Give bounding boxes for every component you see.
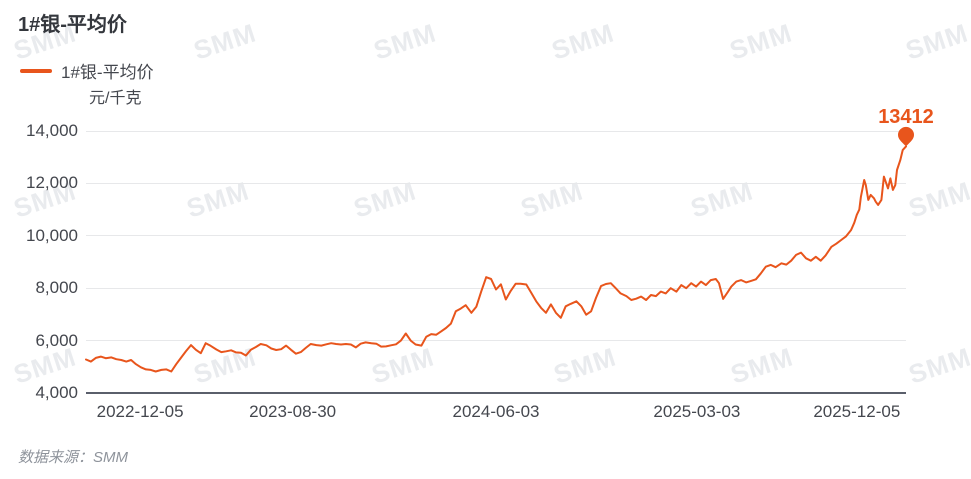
y-axis-label: 12,000 xyxy=(26,173,78,193)
y-axis-label: 4,000 xyxy=(35,383,78,402)
gridline xyxy=(86,235,906,237)
y-axis-label: 10,000 xyxy=(26,225,78,245)
gridline xyxy=(86,130,906,132)
y-axis-label: 8,000 xyxy=(35,278,78,298)
y-axis-label: 14,000 xyxy=(26,121,78,140)
gridline xyxy=(86,182,906,184)
x-axis-line xyxy=(86,392,906,394)
x-axis-label: 2025-12-05 xyxy=(813,402,901,421)
legend-item[interactable]: 1#银-平均价 xyxy=(20,58,154,83)
legend-line-icon xyxy=(20,68,52,73)
y-axis-label: 6,000 xyxy=(35,330,78,350)
x-axis-label: 2023-08-30 xyxy=(249,402,337,421)
price-line xyxy=(85,145,907,373)
end-point-pin-marker xyxy=(898,126,914,147)
y-axis-unit-label: 元/千克 xyxy=(89,90,142,107)
x-axis-label: 2025-03-03 xyxy=(653,402,741,421)
data-source-note: 数据来源：SMM xyxy=(18,449,128,466)
x-axis-label: 2022-12-05 xyxy=(96,402,184,421)
gridline xyxy=(86,340,906,342)
x-axis-label: 2024-06-03 xyxy=(452,402,540,421)
legend-label: 1#银-平均价 xyxy=(61,63,154,82)
page-title: 1#银-平均价 xyxy=(18,14,127,36)
last-value-label: 13412 xyxy=(878,106,934,129)
